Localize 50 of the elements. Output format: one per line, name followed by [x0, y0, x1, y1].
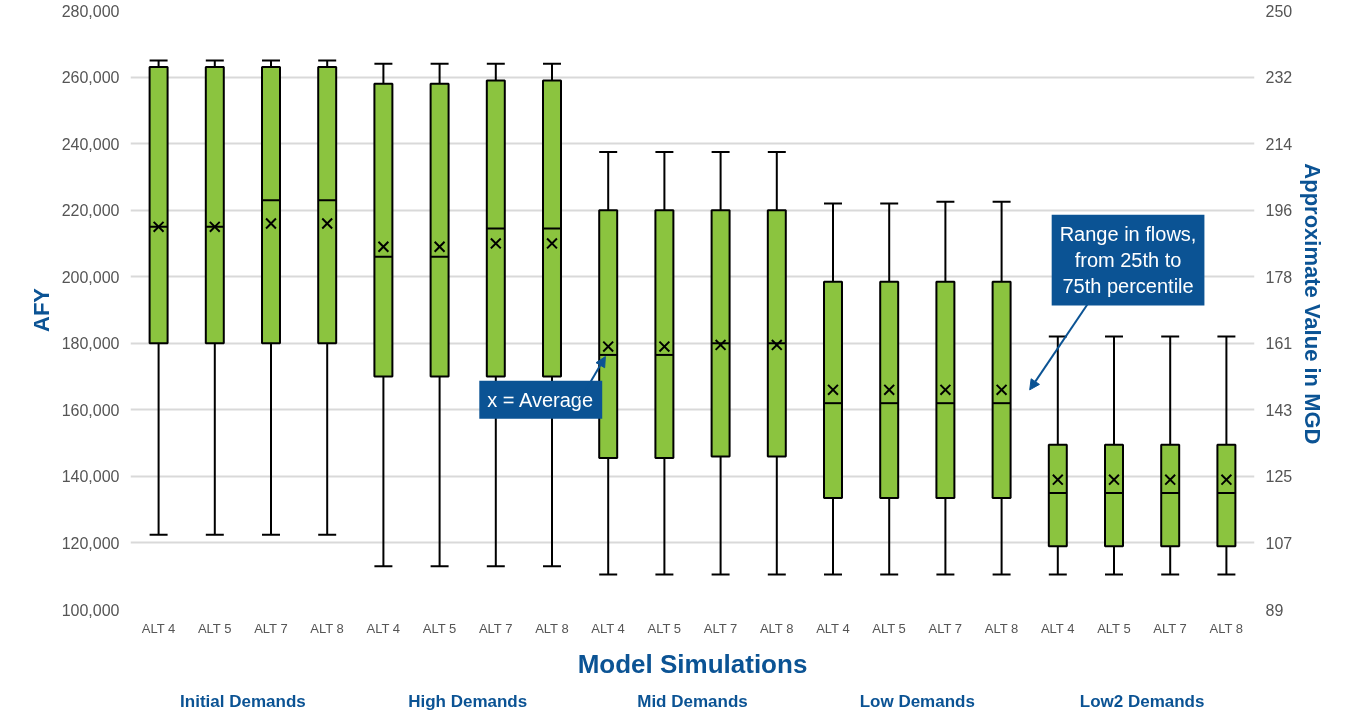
x-tick-label: ALT 4 [591, 620, 625, 636]
x-tick-label: ALT 5 [1097, 620, 1131, 636]
text: Initial Demands [180, 691, 306, 711]
x-tick-label: ALT 8 [1209, 620, 1244, 636]
y2-tick-label: 161 [1265, 335, 1293, 353]
y2-tick-label: 143 [1265, 401, 1293, 419]
x-tick-label: ALT 8 [535, 620, 569, 636]
text: Low2 Demands [1079, 691, 1205, 711]
y-axis-title: AFY [28, 287, 54, 332]
x-tick-label: ALT 4 [141, 620, 176, 636]
x-tick-label: ALT 4 [816, 620, 850, 636]
x-tick-label: ALT 5 [647, 620, 682, 636]
annotation: x = Average [487, 388, 594, 411]
x-tick-label: ALT 7 [478, 620, 513, 636]
y2-tick-label: 107 [1265, 534, 1293, 552]
y2-tick-label: 196 [1265, 202, 1293, 220]
y2-tick-label: 214 [1265, 135, 1293, 153]
y2-tick-label: 178 [1265, 268, 1293, 286]
y-tick-label: 100,000 [61, 601, 120, 619]
x-tick-label: ALT 5 [197, 620, 232, 636]
x-tick-label: ALT 4 [1040, 620, 1075, 636]
y2-axis-title: Approximate Value in MGD [1300, 163, 1326, 445]
y-tick-label: 260,000 [61, 69, 120, 87]
x-tick-label: ALT 4 [366, 620, 401, 636]
x-tick-label: ALT 7 [928, 620, 963, 636]
x-tick-label: ALT 5 [422, 620, 457, 636]
x-tick-label: ALT 7 [254, 620, 288, 636]
x-tick-label: ALT 7 [1153, 620, 1187, 636]
text: High Demands [408, 691, 528, 711]
annotation: Range in flows, from 25th to 75th percentile [1059, 222, 1197, 298]
y-tick-label: 220,000 [61, 202, 120, 220]
y-tick-label: 140,000 [61, 468, 120, 486]
y2-tick-label: 250 [1265, 2, 1293, 20]
x-tick-label: ALT 7 [703, 620, 738, 636]
x-tick-label: ALT 5 [872, 620, 906, 636]
y-tick-label: 120,000 [61, 534, 120, 552]
y-tick-label: 200,000 [61, 268, 120, 286]
text: Low Demands [859, 691, 975, 711]
y-tick-label: 180,000 [61, 335, 120, 353]
y2-tick-label: 232 [1265, 69, 1293, 87]
y2-tick-label: 125 [1265, 468, 1293, 486]
x-tick-label: ALT 8 [759, 620, 794, 636]
x-tick-label: ALT 8 [310, 620, 344, 636]
y-tick-label: 280,000 [61, 2, 120, 20]
y2-tick-label: 89 [1265, 601, 1284, 619]
x-axis-title: Model Simulations [577, 648, 808, 679]
y-tick-label: 160,000 [61, 401, 120, 419]
x-tick-label: ALT 8 [984, 620, 1019, 636]
text: Mid Demands [637, 691, 748, 711]
y-tick-label: 240,000 [61, 135, 120, 153]
